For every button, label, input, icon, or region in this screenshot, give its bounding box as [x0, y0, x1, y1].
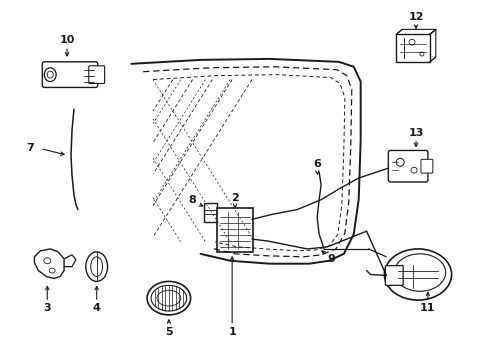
- FancyBboxPatch shape: [216, 208, 253, 252]
- Text: 7: 7: [26, 144, 34, 153]
- FancyBboxPatch shape: [203, 203, 216, 222]
- Text: 11: 11: [419, 303, 435, 313]
- FancyBboxPatch shape: [420, 159, 432, 173]
- Text: 9: 9: [326, 254, 334, 264]
- FancyBboxPatch shape: [385, 266, 402, 285]
- Text: 1: 1: [228, 327, 236, 337]
- Text: 12: 12: [407, 12, 423, 22]
- FancyBboxPatch shape: [89, 66, 104, 84]
- Text: 8: 8: [188, 195, 196, 205]
- Text: 4: 4: [93, 303, 101, 313]
- FancyBboxPatch shape: [387, 150, 427, 182]
- Text: 13: 13: [407, 128, 423, 138]
- Text: 10: 10: [59, 35, 75, 45]
- Text: 3: 3: [43, 303, 51, 313]
- Text: 5: 5: [165, 327, 172, 337]
- Text: 2: 2: [231, 193, 239, 203]
- FancyBboxPatch shape: [42, 62, 98, 87]
- Text: 6: 6: [313, 159, 321, 169]
